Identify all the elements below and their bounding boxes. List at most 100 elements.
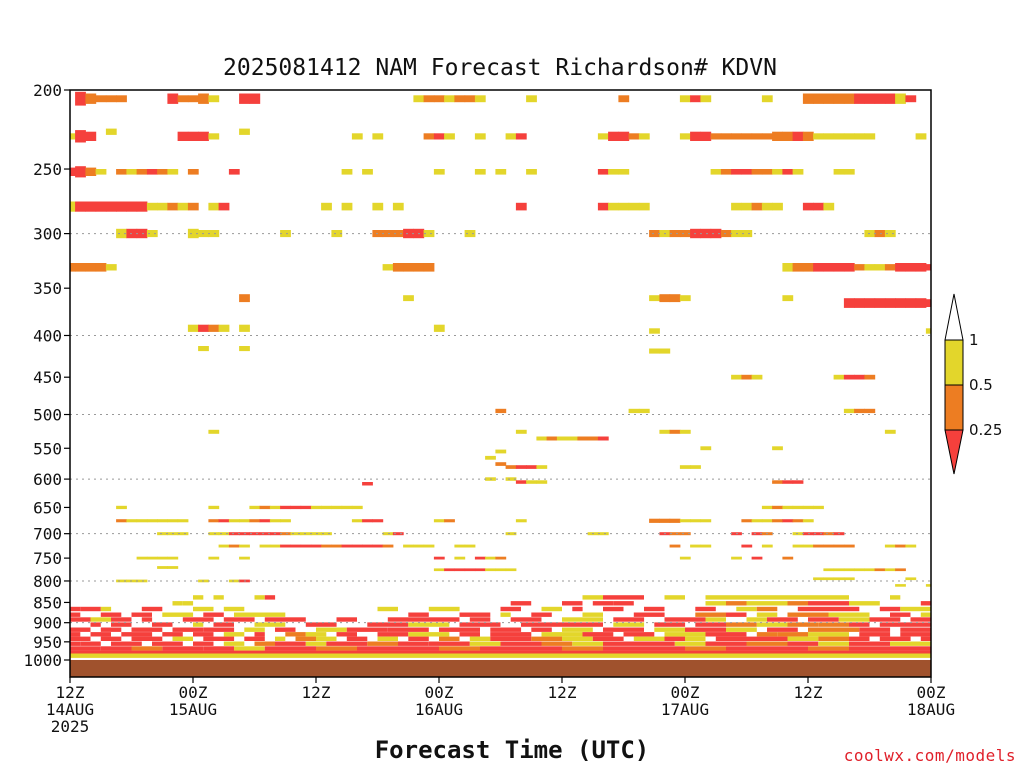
ri-cell [823, 544, 835, 548]
ri-cell [177, 532, 189, 536]
ri-low-cell [234, 646, 265, 651]
ri-low-cell [162, 632, 183, 637]
ri-low-cell [767, 646, 808, 651]
ri-low-cell [131, 646, 163, 651]
ri-cell [351, 505, 363, 510]
ri-cell [905, 577, 917, 581]
ri-cell [433, 519, 445, 523]
pressure-gridlines [70, 233, 931, 624]
ri-cell [710, 169, 722, 175]
ri-low-cell [141, 606, 163, 612]
ri-cell [116, 505, 127, 510]
ri-low-cell [223, 632, 245, 637]
x-tick-label: 12Z [56, 683, 85, 702]
x-tick-label: 00Z [917, 683, 946, 702]
ri-cell [474, 95, 486, 103]
ri-cell [331, 505, 343, 510]
ri-cell [854, 264, 865, 271]
ri-cell [772, 505, 783, 510]
ri-cell [864, 93, 876, 104]
ri-cell [772, 131, 783, 141]
ri-cell [85, 131, 97, 141]
ri-cell [802, 519, 814, 523]
ri-cell [659, 294, 671, 303]
ri-cell [669, 429, 681, 434]
ri-cell [228, 579, 240, 583]
ri-low-cell [787, 622, 819, 627]
ri-cell [720, 133, 732, 140]
ri-cell [423, 263, 435, 272]
ri-cell [567, 436, 578, 441]
plot-frame [69, 89, 932, 678]
ri-low-cell [408, 636, 429, 641]
ri-cell [782, 519, 794, 523]
ri-cell [792, 263, 804, 272]
ri-cell [731, 202, 742, 211]
x-tick-label: 00Z [425, 683, 454, 702]
ri-low-cell [193, 641, 214, 646]
ri-low-cell [890, 646, 931, 651]
ri-cell [864, 298, 876, 308]
ri-cell [505, 465, 517, 469]
ri-cell [597, 532, 609, 536]
ri-low-cell [367, 641, 399, 646]
ri-cell [700, 228, 712, 239]
ri-cell [116, 228, 127, 239]
ri-cell [157, 532, 168, 536]
ri-cell [690, 465, 701, 469]
ri-cell [843, 544, 855, 548]
ri-cell [515, 519, 527, 523]
ri-low-cell [705, 617, 726, 622]
ri-low-cell [459, 622, 501, 627]
ri-low-cell [746, 617, 767, 622]
ri-cell [679, 429, 691, 434]
ri-cell [126, 169, 138, 175]
ri-low-cell [592, 636, 624, 641]
ri-low-cell [264, 595, 276, 600]
colorbar-level-label: 1 [969, 331, 979, 349]
ri-cell [198, 324, 209, 332]
ri-low-cell [285, 632, 306, 637]
ri-cell [423, 230, 435, 238]
ri-cell [95, 169, 107, 175]
ri-low-cell [910, 617, 931, 622]
ri-low-cell [264, 617, 306, 622]
ri-cell [669, 518, 681, 523]
ri-cell [864, 264, 876, 271]
ri-low-cell [131, 636, 163, 641]
ri-cell [823, 202, 835, 211]
ri-low-cell [685, 646, 726, 651]
ri-cell [464, 544, 476, 548]
ri-cell [823, 93, 835, 104]
ri-cell [772, 202, 783, 211]
ri-cell [515, 480, 527, 484]
ri-cell [433, 133, 445, 140]
ri-cell [290, 505, 302, 510]
ri-cell [474, 556, 486, 560]
colorbar-level-label: 0.25 [969, 421, 1002, 439]
ri-low-cell [428, 606, 460, 612]
ri-low-cell [521, 646, 562, 651]
ri-cell [905, 263, 917, 272]
ri-cell [925, 264, 931, 271]
ri-low-cell [193, 622, 204, 627]
ri-cell [444, 519, 455, 523]
ri-low-cell [808, 632, 849, 637]
ri-cell [884, 568, 896, 572]
ri-cell [228, 519, 240, 523]
ri-low-cell [346, 636, 368, 641]
ri-cell [854, 93, 865, 104]
credit-link[interactable]: coolwx.com/models [844, 746, 1016, 765]
ri-cell [741, 230, 753, 238]
ri-low-cell [500, 641, 542, 646]
ri-cell [833, 263, 845, 272]
ri-cell [392, 532, 404, 536]
ri-cell [772, 480, 783, 484]
ri-cell [208, 505, 220, 510]
ri-low-cell [879, 606, 901, 612]
ri-cell [649, 328, 660, 334]
ri-cell [802, 544, 814, 548]
ri-cell [751, 532, 763, 536]
x-tick-label: 00Z [179, 683, 208, 702]
ri-low-cell [70, 650, 931, 655]
